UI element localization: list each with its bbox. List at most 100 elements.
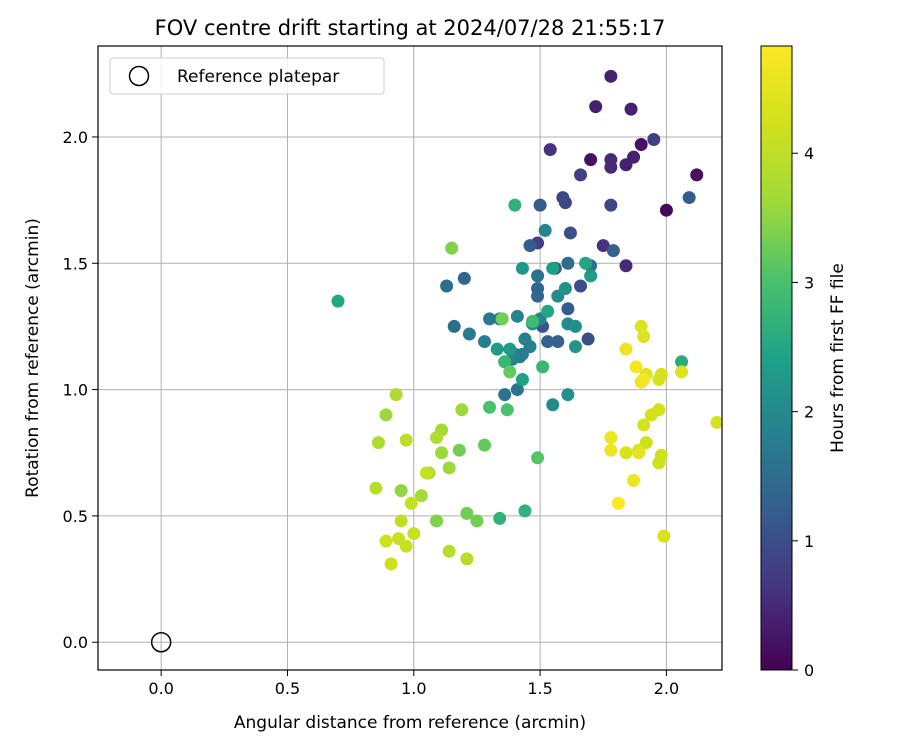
data-point (430, 514, 444, 528)
data-point (611, 496, 625, 510)
data-point (581, 332, 595, 346)
data-point (394, 514, 408, 528)
data-point (442, 461, 456, 475)
legend-entry-reference-platepar: Reference platepar (177, 67, 339, 87)
y-axis-ticks: 0.0 0.5 1.0 1.5 2.0 (63, 128, 98, 652)
y-tick-label: 0.0 (63, 633, 88, 652)
data-point (629, 360, 643, 374)
data-point (604, 69, 618, 83)
data-point (490, 342, 504, 356)
data-point (531, 282, 545, 296)
data-point (546, 261, 560, 275)
data-point (541, 335, 555, 349)
data-point (452, 443, 466, 457)
y-tick-label: 1.0 (63, 381, 88, 400)
x-axis-ticks: 0.0 0.5 1.0 1.5 2.0 (148, 670, 679, 698)
y-axis-label: Rotation from reference (arcmin) (23, 218, 43, 498)
data-point (503, 342, 517, 356)
data-point (460, 506, 474, 520)
data-point (379, 534, 393, 548)
data-point (440, 279, 454, 293)
data-point (498, 355, 512, 369)
data-point (483, 400, 497, 414)
data-point (604, 198, 618, 212)
data-point (399, 433, 413, 447)
colorbar-tick-label: 1 (804, 532, 814, 551)
plot-frame (97, 45, 723, 671)
data-point (414, 489, 428, 503)
data-point (531, 451, 545, 465)
data-point (541, 304, 555, 318)
data-point (419, 466, 433, 480)
data-point (596, 239, 610, 253)
data-point (637, 330, 651, 344)
data-point (657, 529, 671, 543)
data-point (483, 312, 497, 326)
colorbar-tick-label: 4 (804, 144, 814, 163)
y-tick-label: 1.5 (63, 254, 88, 273)
data-point (637, 418, 651, 432)
data-point (561, 302, 575, 316)
y-tick-label: 2.0 (63, 128, 88, 147)
y-tick-label: 0.5 (63, 507, 88, 526)
chart-title: FOV centre drift starting at 2024/07/28 … (155, 16, 666, 40)
data-point (647, 132, 661, 146)
data-point (407, 527, 421, 541)
data-points (331, 69, 722, 571)
data-point (462, 327, 476, 341)
data-point (589, 100, 603, 114)
data-point (531, 269, 545, 283)
colorbar-gradient (760, 45, 793, 671)
data-point (579, 256, 593, 270)
data-point (619, 342, 633, 356)
data-point (379, 408, 393, 422)
x-tick-label: 0.0 (148, 679, 173, 698)
data-point (399, 539, 413, 553)
legend-reference-marker (128, 65, 150, 87)
data-point (568, 340, 582, 354)
data-point (561, 388, 575, 402)
legend: Reference platepar (109, 57, 385, 95)
data-point (654, 367, 668, 381)
data-point (493, 511, 507, 525)
x-tick-label: 0.5 (275, 679, 300, 698)
data-point (331, 294, 345, 308)
data-point (430, 431, 444, 445)
data-point (508, 198, 522, 212)
data-point (632, 446, 646, 460)
x-tick-label: 2.0 (654, 679, 679, 698)
reference-marker-layer (150, 631, 172, 653)
data-point (523, 239, 537, 253)
colorbar-ticks: 0 1 2 3 4 (792, 144, 814, 680)
data-point (675, 365, 689, 379)
data-point (634, 138, 648, 152)
data-point (442, 544, 456, 558)
data-point (447, 319, 461, 333)
data-point (455, 403, 469, 417)
data-point (604, 153, 618, 167)
data-point (500, 403, 514, 417)
data-point (634, 319, 648, 333)
data-point (619, 259, 633, 273)
data-point (584, 269, 598, 283)
data-point (538, 223, 552, 237)
data-point (389, 388, 403, 402)
data-point (371, 436, 385, 450)
reference-platepar-marker (150, 631, 172, 653)
data-point (478, 335, 492, 349)
data-point (515, 261, 529, 275)
data-point (518, 504, 532, 518)
data-point (619, 158, 633, 172)
data-point (369, 481, 383, 495)
x-tick-label: 1.5 (527, 679, 552, 698)
data-point (470, 514, 484, 528)
colorbar-label: Hours from first FF file (828, 263, 848, 453)
data-point (543, 143, 557, 157)
data-point (659, 203, 673, 217)
grid-lines (98, 46, 722, 670)
data-point (682, 191, 696, 205)
data-point (457, 271, 471, 285)
data-point (495, 312, 509, 326)
data-point (404, 496, 418, 510)
